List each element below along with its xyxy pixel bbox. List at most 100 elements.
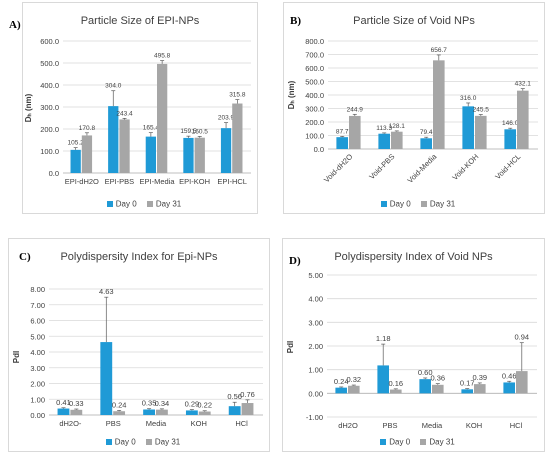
bar-day0 <box>100 342 113 415</box>
y-tick-label: 3.00 <box>30 364 45 373</box>
y-axis-label: PdI <box>286 341 295 353</box>
y-tick-label: 4.00 <box>30 348 45 357</box>
bar-day0 <box>143 409 155 415</box>
bar-day31 <box>156 409 168 415</box>
bar-day0 <box>419 379 431 394</box>
data-label: 0.24 <box>112 400 127 409</box>
legend-swatch-day31 <box>420 200 427 207</box>
legend-label-day31: Day 31 <box>154 437 181 447</box>
bar-day31 <box>432 384 444 394</box>
bar-day0 <box>336 137 348 149</box>
data-label: 203.9 <box>218 115 235 122</box>
panel-label: D) <box>289 255 301 267</box>
y-tick-label: 7.00 <box>30 301 45 310</box>
data-label: 0.46 <box>502 371 517 380</box>
bar-day0 <box>504 129 516 149</box>
data-label: 170.8 <box>79 125 96 132</box>
y-tick-label: 3.00 <box>308 318 323 327</box>
y-tick-label: 600.0 <box>305 64 324 73</box>
legend-swatch-day31 <box>420 438 427 445</box>
data-label: 304.0 <box>105 83 122 90</box>
x-tick-label: Void-KOH <box>450 152 480 182</box>
bar-day31 <box>119 119 130 173</box>
legend-label-day0: Day 0 <box>114 437 136 447</box>
y-tick-label: 100.0 <box>305 132 324 141</box>
bar-day31 <box>70 409 83 415</box>
x-tick-label: KOH <box>191 419 207 428</box>
y-tick-label: 1.00 <box>308 366 323 375</box>
legend-swatch-day0 <box>105 438 112 445</box>
x-tick-label: EPI-KOH <box>179 177 210 186</box>
y-tick-label: 8.00 <box>30 285 45 294</box>
y-tick-label: 300.0 <box>40 103 59 112</box>
y-tick-label: 1.00 <box>30 395 45 404</box>
chart-legend: Day 0 Day 31 <box>283 437 544 446</box>
x-tick-label: Void-Media <box>406 151 439 184</box>
data-label: 0.29 <box>185 400 200 409</box>
y-tick-label: 5.00 <box>30 332 45 341</box>
x-tick-label: dH2O <box>338 421 358 430</box>
bar-day0 <box>378 133 390 149</box>
data-label: 316.0 <box>460 95 477 102</box>
bar-day31 <box>433 60 445 149</box>
data-label: 79.4 <box>420 129 433 136</box>
y-tick-label: 2.00 <box>308 342 323 351</box>
y-tick-label: 400.0 <box>40 81 59 90</box>
data-label: 0.76 <box>240 390 255 399</box>
bar-day0 <box>228 406 241 415</box>
bar-day31 <box>113 411 126 415</box>
panel-label: B) <box>290 15 301 27</box>
chart-title: Particle Size of EPI-NPs <box>80 15 200 27</box>
y-tick-label: 0.0 <box>314 145 324 154</box>
y-tick-label: 100.0 <box>40 147 59 156</box>
x-tick-label: Void-PBS <box>367 152 396 181</box>
legend-label-day31: Day 31 <box>429 437 455 447</box>
bar-day0 <box>503 382 515 394</box>
y-tick-label: 600.0 <box>40 37 59 46</box>
chart-panel-c: C) Polydispersity Index for Epi-NPs 0.00… <box>8 238 270 452</box>
data-label: 0.41 <box>56 398 71 407</box>
legend-label-day31: Day 31 <box>155 199 182 209</box>
data-label: 0.33 <box>69 399 84 408</box>
bar-day31 <box>81 135 93 173</box>
y-tick-label: 200.0 <box>305 118 324 127</box>
chart-title: Polydispersity Index of Void NPs <box>334 251 493 263</box>
data-label: 495.8 <box>154 53 171 60</box>
bar-day0 <box>220 128 232 173</box>
y-tick-label: 200.0 <box>40 125 59 134</box>
chart-panel-b: B) Particle Size of Void NPs 0.0 100.0 200… <box>283 2 545 214</box>
legend-swatch-day0 <box>380 200 387 207</box>
x-tick-label: Void-dH2O <box>322 152 354 184</box>
bar-day31 <box>391 131 403 149</box>
data-label: 0.39 <box>472 373 487 382</box>
y-axis-label: PdI <box>12 351 21 363</box>
bar-day31 <box>474 384 486 394</box>
y-tick-label: 0.00 <box>308 389 323 398</box>
data-label: 160.5 <box>192 128 209 135</box>
data-label: 0.56 <box>227 392 242 401</box>
data-label: 656.7 <box>431 47 448 54</box>
chart-title: Polydispersity Index for Epi-NPs <box>60 251 218 263</box>
data-label: 0.24 <box>334 377 349 386</box>
data-label: 0.60 <box>418 368 433 377</box>
legend-swatch-day31 <box>145 438 152 445</box>
data-label: 0.36 <box>430 374 445 383</box>
data-label: 113.3 <box>376 125 392 132</box>
data-label: 128.1 <box>389 123 406 130</box>
x-tick-label: PBS <box>106 419 121 428</box>
chart-plot: 0.0 100.0 200.0 300.0 400.0 500.0 600.0 700.0 80… <box>287 37 538 185</box>
data-label: 432.1 <box>515 81 532 88</box>
x-tick-label: EPI-dH2O <box>65 177 99 186</box>
bar-day0 <box>461 389 473 394</box>
data-label: 87.7 <box>336 128 349 135</box>
y-tick-label: 4.00 <box>308 295 323 304</box>
panel-label: C) <box>19 251 31 263</box>
data-label: 0.35 <box>142 399 157 408</box>
bar-day0 <box>57 408 70 415</box>
y-tick-label: 800.0 <box>305 37 324 46</box>
data-label: 4.63 <box>99 287 114 296</box>
y-tick-label: 2.00 <box>30 380 45 389</box>
data-label: 1.18 <box>376 334 391 343</box>
y-tick-label: 6.00 <box>30 317 45 326</box>
x-tick-label: EPI-Media <box>139 177 175 186</box>
